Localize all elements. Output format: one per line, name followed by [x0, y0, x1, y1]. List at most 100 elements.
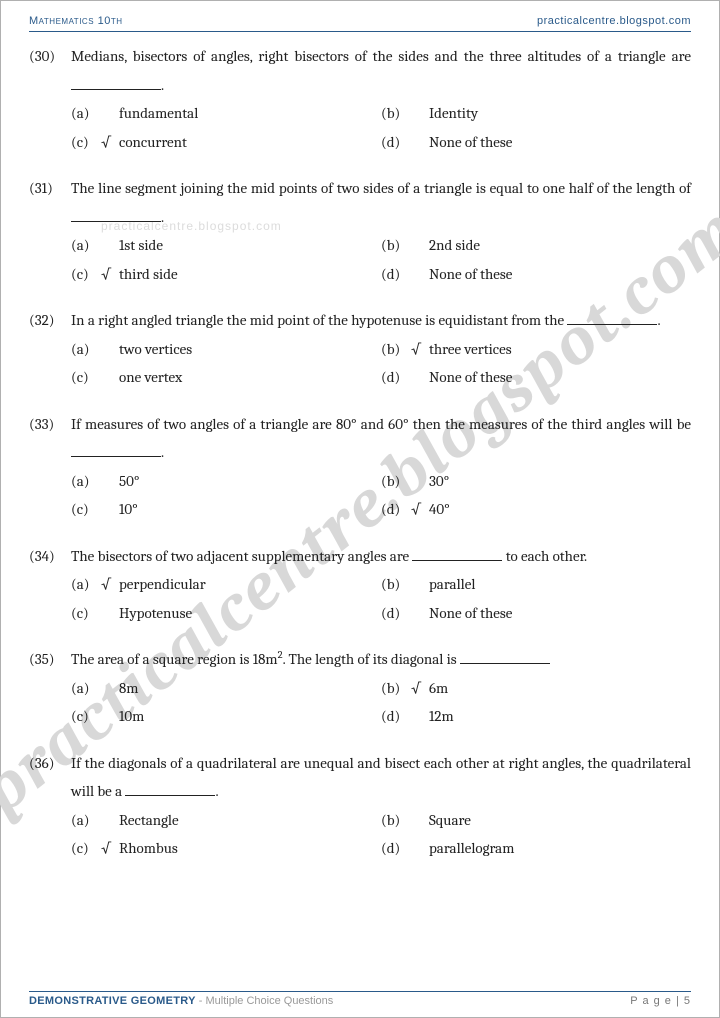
option-label: (b) [381, 806, 411, 835]
question-text-post: . [161, 443, 164, 461]
option: (b)√three vertices [381, 335, 691, 364]
option: (d)None of these [381, 128, 691, 157]
option-text: 2nd side [429, 231, 691, 260]
option: (c)√third side [71, 260, 381, 289]
option-text: None of these [429, 260, 691, 289]
question-text: In a right angled triangle the mid point… [71, 306, 691, 335]
option-text: three vertices [429, 335, 691, 364]
options: (a)8m(b)√6m(c)10m(d)12m [29, 674, 691, 731]
options: (a)√perpendicular(b)parallel(c)Hypotenus… [29, 570, 691, 627]
option-text: perpendicular [119, 570, 381, 599]
question-number: (33) [29, 410, 71, 467]
blank-line [460, 651, 550, 665]
option-text: parallelogram [429, 834, 691, 863]
option-text: two vertices [119, 335, 381, 364]
page-footer: DEMONSTRATIVE GEOMETRY - Multiple Choice… [29, 991, 691, 1007]
option: (b)Square [381, 806, 691, 835]
option-text: fundamental [119, 99, 381, 128]
question-text: The line segment joining the mid points … [71, 174, 691, 231]
option-label: (b) [381, 231, 411, 260]
option: (c)√Rhombus [71, 834, 381, 863]
question-text-post: . [161, 208, 164, 226]
option-text: 12m [429, 702, 691, 731]
option-text: None of these [429, 599, 691, 628]
option: (a)50° [71, 467, 381, 496]
option-label: (c) [71, 702, 101, 731]
page: practicalcentre.blogspot.com practicalce… [0, 0, 720, 1018]
option-label: (a) [71, 674, 101, 703]
option: (b)30° [381, 467, 691, 496]
option: (c)Hypotenuse [71, 599, 381, 628]
page-header: Mathematics 10th practicalcentre.blogspo… [29, 15, 691, 32]
option: (c)√concurrent [71, 128, 381, 157]
option-text: 8m [119, 674, 381, 703]
option: (d) None of these [381, 260, 691, 289]
question-text: The area of a square region is 18m2. The… [71, 645, 691, 674]
option-text: one vertex [119, 363, 381, 392]
blank-line [71, 208, 161, 222]
question-row: (33)If measures of two angles of a trian… [29, 410, 691, 467]
question-row: (31)The line segment joining the mid poi… [29, 174, 691, 231]
option-text: 30° [429, 467, 691, 496]
option-text: Rectangle [119, 806, 381, 835]
question-text-pre: Medians, bisectors of angles, right bise… [71, 47, 691, 65]
option: (a) two vertices [71, 335, 381, 364]
blank-line [567, 312, 657, 326]
option-text: None of these [429, 128, 691, 157]
option-label: (d) [381, 702, 411, 731]
option-text: Rhombus [119, 834, 381, 863]
option: (d) None of these [381, 363, 691, 392]
option-text: 40° [429, 495, 691, 524]
question-text: The bisectors of two adjacent supplement… [71, 542, 691, 571]
question-row: (35)The area of a square region is 18m2.… [29, 645, 691, 674]
question-row: (32)In a right angled triangle the mid p… [29, 306, 691, 335]
question-text-post: . [215, 782, 218, 800]
option: (a)Rectangle [71, 806, 381, 835]
option-label: (a) [71, 231, 101, 260]
question-number: (30) [29, 42, 71, 99]
option-text: 10m [119, 702, 381, 731]
question: (36)If the diagonals of a quadrilateral … [29, 749, 691, 863]
question: (31)The line segment joining the mid poi… [29, 174, 691, 288]
option: (d)parallelogram [381, 834, 691, 863]
checkmark-icon: √ [411, 335, 429, 364]
option: (c) 10m [71, 702, 381, 731]
option-label: (d) [381, 363, 411, 392]
option: (d) 12m [381, 702, 691, 731]
option: (c)one vertex [71, 363, 381, 392]
option: (a) 1st side [71, 231, 381, 260]
checkmark-icon: √ [101, 834, 119, 863]
options: (a) 1st side(b) 2nd side (c)√third side(d) N… [29, 231, 691, 288]
option-label: (c) [71, 834, 101, 863]
option-label: (c) [71, 495, 101, 524]
blank-line [71, 444, 161, 458]
option-text: 1st side [119, 231, 381, 260]
question: (35)The area of a square region is 18m2.… [29, 645, 691, 731]
question-number: (35) [29, 645, 71, 674]
option-text: third side [119, 260, 381, 289]
option-label: (d) [381, 260, 411, 289]
option-label: (a) [71, 335, 101, 364]
checkmark-icon: √ [101, 260, 119, 289]
question-row: (30)Medians, bisectors of angles, right … [29, 42, 691, 99]
question-text-post: . [161, 76, 164, 94]
option-label: (b) [381, 335, 411, 364]
option-label: (c) [71, 128, 101, 157]
blank-line [71, 76, 161, 90]
option: (d)None of these [381, 599, 691, 628]
question-text-post: to each other. [502, 547, 587, 565]
blank-line [125, 783, 215, 797]
option-text: Hypotenuse [119, 599, 381, 628]
header-right: practicalcentre.blogspot.com [537, 15, 691, 27]
question-text-pre: In a right angled triangle the mid point… [71, 311, 567, 329]
footer-left: DEMONSTRATIVE GEOMETRY - Multiple Choice… [29, 995, 333, 1007]
option-text: parallel [429, 570, 691, 599]
question-number: (32) [29, 306, 71, 335]
question-text-mid: . The length of its diagonal is [283, 650, 460, 668]
option-text: None of these [429, 363, 691, 392]
options: (a)fundamental(b)Identity(c)√concurrent(… [29, 99, 691, 156]
option-label: (a) [71, 570, 101, 599]
checkmark-icon: √ [411, 495, 429, 524]
blank-line [412, 547, 502, 561]
question: (33)If measures of two angles of a trian… [29, 410, 691, 524]
